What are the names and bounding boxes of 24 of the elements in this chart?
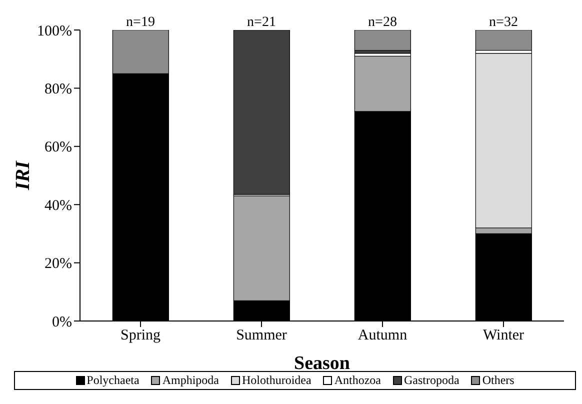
y-axis-title: IRI (12, 160, 34, 191)
legend-label: Polychaeta (86, 373, 140, 388)
y-tick-label: 80% (44, 82, 72, 98)
x-tick-label: Winter (482, 328, 524, 344)
bar (475, 30, 532, 51)
annotation: n=21 (247, 15, 276, 30)
y-tick-label: 100% (37, 23, 72, 40)
annotation: n=32 (489, 15, 518, 30)
y-tick-label: 40% (44, 198, 72, 214)
x-tick-label: Autumn (358, 328, 408, 344)
legend-label: Amphipoda (162, 373, 219, 388)
x-tick-label: Spring (120, 328, 161, 344)
bar (354, 30, 411, 51)
legend-label: Anthozoa (334, 373, 381, 388)
y-tick-label: 60% (44, 140, 72, 156)
legend-label: Gastropoda (404, 373, 460, 388)
annotation: n=19 (126, 15, 155, 30)
legend-label: Holothuroidea (242, 373, 312, 388)
x-axis-title: Season (294, 353, 350, 374)
y-tick-label: 20% (44, 256, 72, 272)
annotation: n=28 (368, 15, 397, 30)
x-tick-label: Summer (236, 328, 287, 344)
y-tick-label: 0% (52, 314, 72, 330)
legend-label: Others (482, 373, 514, 388)
